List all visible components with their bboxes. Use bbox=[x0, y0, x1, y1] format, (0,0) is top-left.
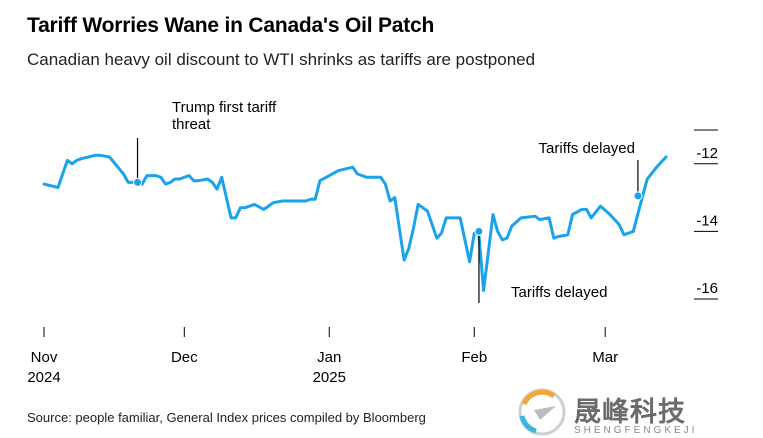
x-tick-label: Nov bbox=[31, 349, 58, 366]
line-chart: Nov 2024 Dec Jan 2025 Feb Mar -12 -14 -16 Trump … bbox=[27, 99, 718, 386]
source-note: Source: people familiar, General Index p… bbox=[27, 410, 426, 425]
annotation-label: Tariffs delayed bbox=[511, 284, 607, 301]
watermark-text: 晟峰科技 bbox=[574, 397, 686, 428]
chart-title: Tariff Worries Wane in Canada's Oil Patc… bbox=[27, 14, 435, 37]
x-tick-label: Jan bbox=[317, 349, 341, 366]
watermark-logo-icon bbox=[518, 388, 566, 436]
annotation-label: Tariffs delayed bbox=[539, 140, 635, 157]
chart-subtitle: Canadian heavy oil discount to WTI shrin… bbox=[27, 50, 536, 69]
annotation-marker bbox=[133, 177, 143, 187]
x-axis: Nov 2024 Dec Jan 2025 Feb Mar bbox=[27, 327, 618, 386]
series-line-1 bbox=[42, 153, 635, 292]
x-tick-label: Dec bbox=[171, 349, 198, 366]
y-axis: -12 -14 -16 bbox=[694, 129, 718, 300]
y-tick-label: -16 bbox=[696, 280, 718, 297]
watermark-subtext: SHENGFENGKEJI bbox=[574, 425, 698, 436]
y-tick-label: -12 bbox=[696, 145, 718, 162]
annotation-marker bbox=[633, 191, 643, 201]
x-tick-label: Feb bbox=[461, 349, 487, 366]
annotation-marker bbox=[474, 226, 484, 236]
x-tick-label: Mar bbox=[592, 349, 618, 366]
annotation-label: threat bbox=[172, 116, 211, 133]
series-line-2 bbox=[631, 155, 668, 233]
x-tick-sublabel: 2025 bbox=[313, 369, 346, 386]
annotation-label: Trump first tariff bbox=[172, 99, 277, 116]
series-layer bbox=[42, 153, 668, 292]
y-tick-label: -14 bbox=[696, 212, 718, 229]
x-tick-sublabel: 2024 bbox=[27, 369, 60, 386]
